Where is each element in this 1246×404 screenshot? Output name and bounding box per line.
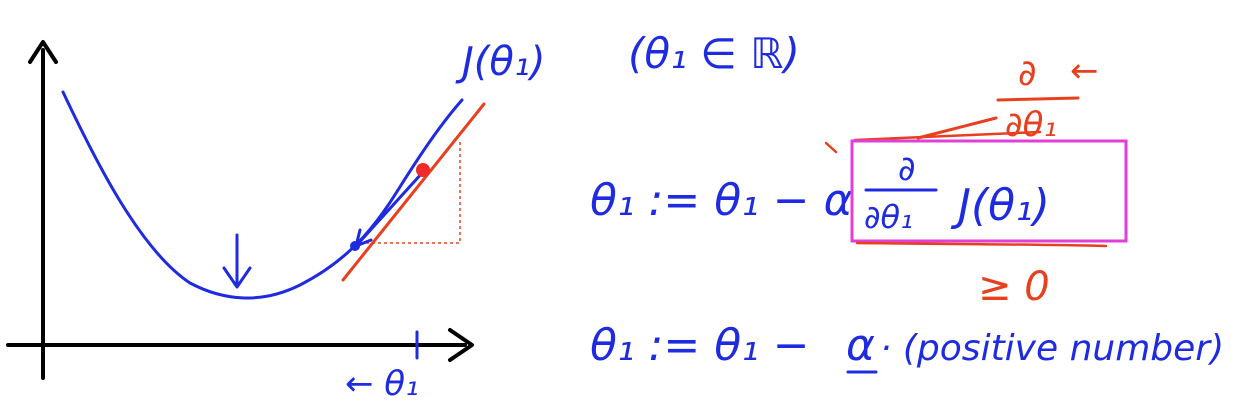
annotation-fraction-bar: [996, 96, 1080, 102]
update-rule-derivative-num: ∂: [898, 149, 916, 189]
next-point: [350, 241, 360, 251]
x-axis-arrowhead: [448, 328, 474, 362]
graph: J(θ₁) ← θ₁: [6, 39, 546, 404]
y-axis-arrowhead: [28, 40, 58, 64]
curve-label: J(θ₁): [455, 39, 546, 85]
positive-rule-lhs: θ₁ := θ₁ −: [590, 320, 810, 371]
box-bottom-underline: [855, 241, 1108, 248]
annotation-pointer: [916, 116, 998, 140]
update-rule-derivative-den: ∂θ₁: [864, 198, 913, 236]
derivative-highlight-box: [850, 139, 1128, 243]
current-point: [416, 163, 430, 177]
minimum-arrow: [222, 233, 252, 289]
slope-triangle: [360, 140, 461, 244]
update-rule-func: J(θ₁): [950, 180, 1050, 231]
notes: (θ₁ ∈ ℝ) ∂ ← ∂θ₁ θ₁ := θ₁ − α ∂ ∂θ₁ J(θ₁…: [590, 29, 1224, 374]
small-red-tick: [824, 141, 838, 154]
x-axis-label: ← θ₁: [345, 364, 419, 404]
update-rule-lhs: θ₁ := θ₁ − α: [590, 175, 853, 226]
cost-curve: [61, 90, 464, 300]
annotation-derivative-den: ∂θ₁: [1005, 105, 1057, 145]
domain-note: (θ₁ ∈ ℝ): [628, 29, 800, 78]
positive-rule-alpha: α: [846, 320, 875, 371]
sign-note: ≥ 0: [978, 264, 1050, 310]
positive-rule-rest: · (positive number): [880, 328, 1224, 369]
annotation-derivative-arrow: ←: [1070, 51, 1099, 91]
tangent-line: [341, 102, 486, 282]
annotation-derivative-num: ∂: [1018, 53, 1037, 94]
descent-arrow: [354, 170, 425, 248]
box-top-underline: [853, 130, 1042, 142]
